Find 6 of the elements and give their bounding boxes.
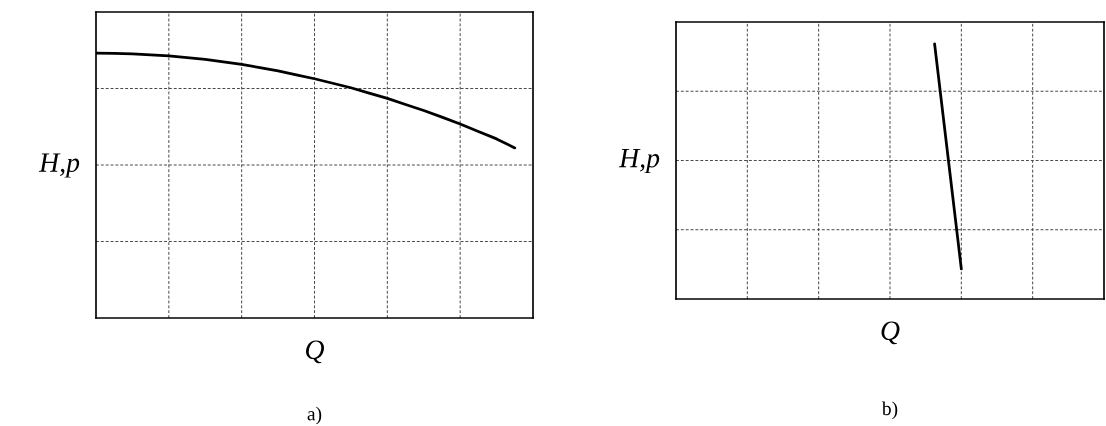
x-axis-title: Q [881, 321, 900, 345]
x-axis-title: Q [306, 340, 325, 364]
y-axis-title: H,p [618, 148, 660, 174]
text: a) [307, 406, 322, 425]
text: b) [881, 401, 898, 420]
y-axis-title: H,p [38, 153, 80, 178]
